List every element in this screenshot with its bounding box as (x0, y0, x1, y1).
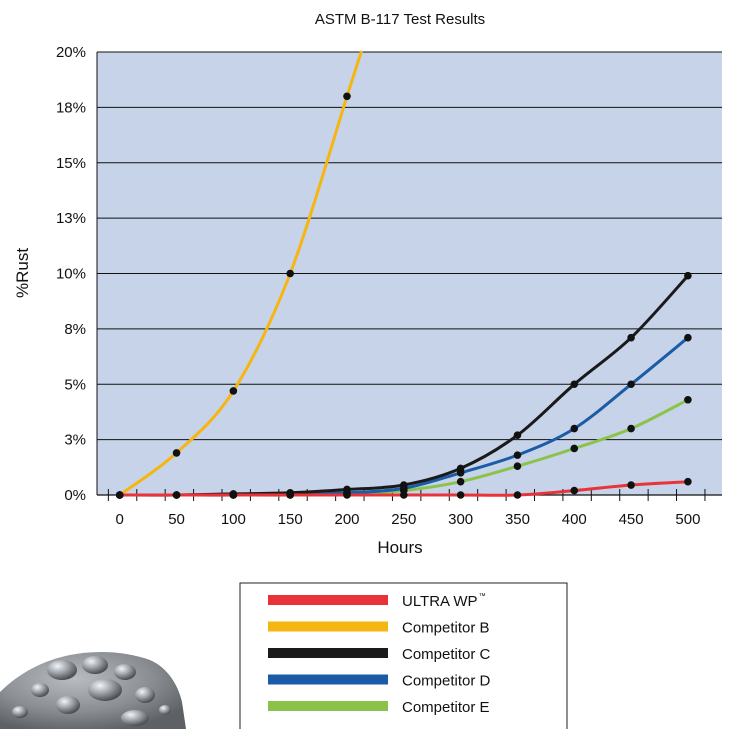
y-tick-label: 3% (64, 432, 86, 449)
y-tick-label: 0% (64, 487, 86, 504)
y-tick-label: 8% (64, 321, 86, 338)
data-point-competitor-e (172, 491, 181, 499)
data-points (115, 92, 692, 499)
legend-swatch-competitor-e (268, 701, 388, 711)
x-tick-label: 50 (168, 511, 185, 528)
data-point-competitor-d (513, 451, 522, 459)
trademark-mark: ™ (479, 593, 486, 600)
coated-metal-image (0, 652, 186, 729)
data-point-competitor-b (343, 92, 351, 101)
grid-lines: 0% 3% 5% 8% 10% 13% 15% 18% 20% (56, 44, 722, 504)
y-tick-label: 20% (56, 44, 86, 61)
x-axis-title: Hours (377, 538, 422, 557)
x-tick-label: 500 (675, 511, 700, 528)
y-tick-label: 10% (56, 266, 86, 283)
x-tick-label: 250 (391, 511, 416, 528)
data-point-competitor-d (684, 333, 692, 342)
legend: ULTRA WP ™ Competitor B Competitor C Competi… (268, 593, 491, 716)
x-tick-label: 100 (221, 511, 246, 528)
data-point-ultra-wp (570, 486, 579, 495)
x-tick-label: 350 (505, 511, 530, 528)
data-point-ultra-wp (456, 491, 465, 499)
x-tick-label: 150 (278, 511, 303, 528)
x-tick-label: 400 (562, 511, 587, 528)
x-tick-label: 450 (619, 511, 644, 528)
data-point-competitor-e (627, 424, 635, 433)
x-tick-label: 300 (448, 511, 473, 528)
data-point-competitor-e (684, 395, 692, 404)
legend-label-competitor-d: Competitor D (402, 673, 491, 690)
data-point-competitor-e (286, 491, 294, 499)
data-point-competitor-e (513, 462, 522, 471)
data-point-competitor-d (456, 469, 465, 477)
data-point-ultra-wp (513, 491, 522, 499)
y-tick-label: 5% (64, 376, 86, 393)
chart-title: ASTM B-117 Test Results (315, 11, 485, 28)
data-point-competitor-e (570, 444, 579, 453)
legend-label-competitor-c: Competitor C (402, 646, 491, 663)
data-point-ultra-wp (684, 477, 692, 486)
y-tick-label: 13% (56, 210, 86, 227)
data-point-competitor-e (229, 491, 238, 499)
data-point-competitor-c (627, 333, 635, 342)
data-point-competitor-d (627, 380, 635, 389)
data-point-competitor-c (570, 380, 579, 389)
data-point-competitor-e (456, 477, 465, 486)
data-point-ultra-wp (627, 481, 635, 489)
legend-label-ultra-wp: ULTRA WP (402, 593, 478, 610)
legend-swatch-competitor-c (268, 648, 388, 658)
data-point-competitor-b (286, 269, 294, 278)
data-point-competitor-c (684, 271, 692, 280)
legend-swatch-competitor-b (268, 621, 388, 632)
y-tick-label: 15% (56, 155, 86, 172)
y-tick-label: 18% (56, 99, 86, 116)
data-point-competitor-c (513, 431, 522, 439)
y-axis-title: %Rust (13, 248, 32, 298)
data-point-competitor-b (229, 387, 238, 395)
data-point-competitor-d (570, 424, 579, 433)
x-tick-label: 0 (116, 511, 124, 528)
data-point-competitor-e (400, 486, 408, 495)
x-tick-label: 200 (334, 511, 359, 528)
data-point-competitor-b (172, 449, 181, 457)
legend-swatch-ultra-wp (268, 595, 388, 605)
legend-label-competitor-b: Competitor B (402, 620, 490, 637)
legend-swatch-competitor-d (268, 674, 388, 685)
legend-label-competitor-e: Competitor E (402, 699, 490, 716)
data-point-competitor-e (115, 491, 124, 499)
data-point-competitor-e (343, 490, 351, 498)
